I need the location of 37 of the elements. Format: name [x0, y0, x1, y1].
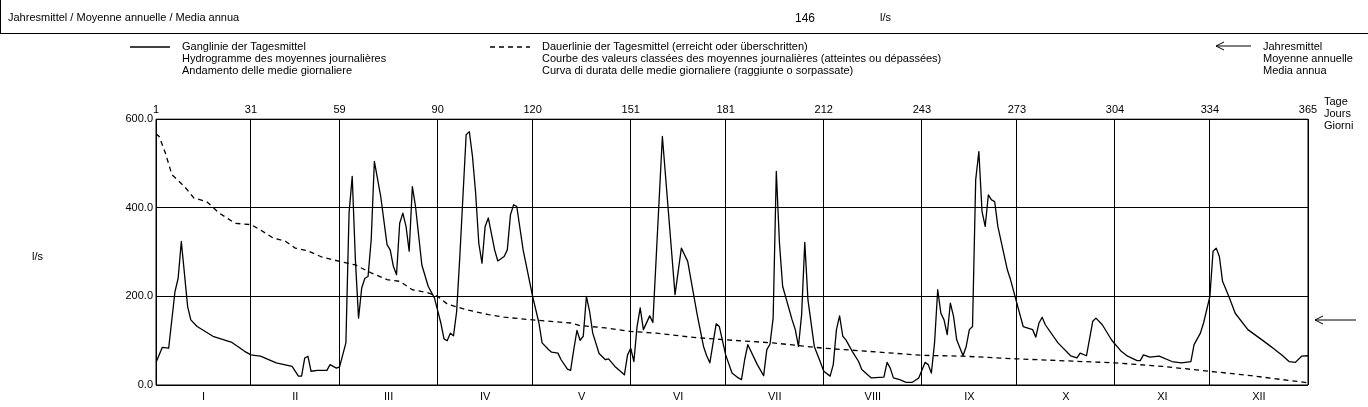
text: 146 — [795, 11, 816, 25]
text: I — [201, 389, 205, 402]
x-tick-label: 181 — [716, 102, 735, 115]
text: VII — [768, 389, 782, 402]
y-tick-label: 400.0 — [125, 200, 153, 213]
text: II — [292, 389, 299, 402]
text: III — [384, 389, 394, 402]
x-tick-label: 365 — [1298, 102, 1318, 115]
legend-label: Dauerlinie der Tagesmittel (erreicht oder überschritten) Courbe des valeurs classées des moyennes journalières (atteintes ou dépassées) Curva di durata delle medie giornaliere (raggiunte o sorpassate) — [542, 40, 942, 76]
text: VI — [672, 389, 684, 402]
x-tick-label: 212 — [814, 102, 833, 115]
y-tick-label: 0.0 — [137, 378, 153, 391]
x-tick-label: 90 — [431, 102, 444, 115]
text: l/s — [880, 11, 891, 23]
text: IV — [479, 389, 491, 402]
x-tick-label: 120 — [523, 102, 542, 115]
legend-label: Ganglinie der Tagesmittel Hydrogramme des moyennes journalières Andamento delle medie giornaliere — [182, 40, 387, 76]
x-tick-label: 31 — [244, 102, 258, 115]
y-tick-label: 200.0 — [125, 289, 153, 302]
text: XII — [1252, 389, 1266, 402]
x-tick-label: 273 — [1007, 102, 1027, 115]
text: XI — [1157, 389, 1168, 402]
x-tick-label: 1 — [152, 102, 160, 115]
text: l/s — [32, 250, 43, 262]
text: IX — [964, 389, 976, 402]
x-tick-label: 243 — [912, 102, 932, 115]
text: Jahresmittel / Moyenne annuelle / Media annua — [8, 11, 240, 23]
x-tick-label: 59 — [333, 102, 346, 115]
text: Jahresmittel Moyenne annuelle Media annua — [1263, 40, 1353, 76]
x-tick-label: 334 — [1200, 102, 1220, 115]
y-tick-label: 600.0 — [125, 112, 153, 125]
text: V — [578, 389, 586, 402]
x-tick-label: 151 — [621, 102, 640, 115]
text: X — [1062, 389, 1071, 402]
x2-axis-title: Tage Jours Giorni — [1324, 95, 1354, 132]
x-tick-label: 304 — [1105, 102, 1125, 115]
text: VIII — [864, 389, 882, 402]
